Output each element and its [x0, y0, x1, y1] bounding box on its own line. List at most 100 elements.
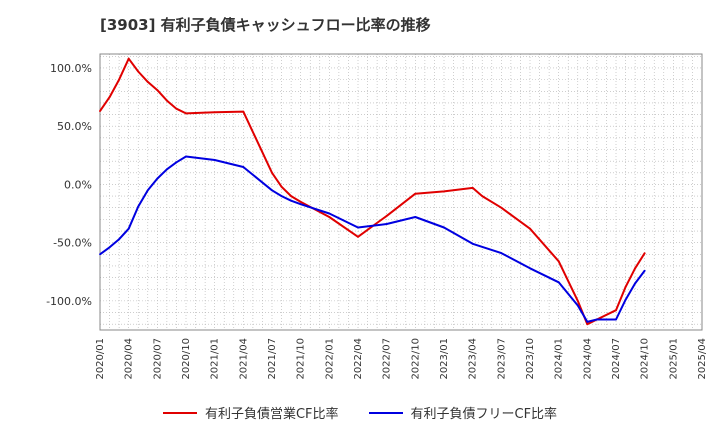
- x-tick-label: 2025/04: [697, 338, 708, 380]
- data-point: [137, 205, 140, 208]
- data-point: [481, 195, 484, 197]
- data-point: [586, 320, 589, 323]
- data-point: [137, 70, 140, 73]
- data-point: [290, 195, 293, 197]
- y-tick-label: 0.0%: [64, 178, 92, 191]
- data-point: [576, 304, 579, 307]
- data-point: [242, 166, 245, 168]
- x-tick-label: 2023/04: [468, 338, 479, 380]
- series-line-1: [99, 155, 646, 323]
- chart-title: [3903] 有利子負債キャッシュフロー比率の推移: [100, 16, 431, 34]
- legend-item-free-cf: 有利子負債フリーCF比率: [368, 403, 558, 422]
- data-point: [271, 171, 273, 174]
- data-point: [165, 99, 168, 102]
- data-point: [175, 161, 178, 164]
- legend-label-operating-cf: 有利子負債営業CF比率: [204, 407, 339, 422]
- data-point: [156, 177, 159, 180]
- data-point: [643, 269, 646, 272]
- x-tick-label: 2021/01: [210, 338, 221, 380]
- legend-swatch-red: [162, 411, 197, 414]
- data-point: [127, 227, 130, 230]
- data-point: [299, 200, 302, 203]
- x-tick-label: 2021/07: [267, 338, 278, 380]
- x-tick-label: 2023/10: [525, 338, 536, 380]
- data-point: [357, 226, 359, 229]
- x-tick-label: 2024/07: [611, 338, 622, 380]
- data-point: [328, 216, 331, 218]
- x-tick-label: 2020/04: [124, 338, 135, 380]
- x-tick-label: 2021/10: [296, 338, 307, 380]
- legend: 有利子負債営業CF比率 有利子負債フリーCF比率: [0, 403, 720, 422]
- data-point: [471, 242, 474, 245]
- x-tick-label: 2022/07: [382, 338, 393, 380]
- data-point: [385, 223, 388, 225]
- data-point: [643, 252, 646, 255]
- x-tick-label: 2020/01: [95, 338, 106, 380]
- data-point: [557, 260, 560, 263]
- plot-area-frame: [99, 53, 703, 331]
- data-point: [624, 298, 627, 301]
- legend-label-free-cf: 有利子負債フリーCF比率: [410, 407, 558, 422]
- data-point: [118, 238, 121, 241]
- data-point: [529, 267, 531, 270]
- data-point: [634, 282, 637, 285]
- data-point: [271, 189, 273, 192]
- data-point: [242, 110, 245, 113]
- y-tick-label: 50.0%: [57, 120, 92, 133]
- data-point: [615, 309, 617, 312]
- data-point: [586, 323, 589, 326]
- legend-swatch-blue: [368, 411, 403, 414]
- data-point: [634, 267, 637, 270]
- series-layer: [99, 57, 646, 326]
- x-tick-label: 2022/10: [410, 338, 421, 380]
- y-tick-label: -100.0%: [46, 295, 92, 308]
- y-tick-label: 100.0%: [50, 62, 92, 75]
- data-point: [595, 318, 598, 321]
- data-point: [443, 190, 445, 193]
- data-point: [185, 155, 187, 158]
- data-point: [213, 111, 216, 114]
- data-point: [99, 110, 101, 112]
- x-tick-label: 2024/01: [554, 338, 565, 380]
- data-point: [529, 227, 531, 230]
- x-tick-label: 2023/07: [496, 338, 507, 380]
- data-point: [414, 192, 417, 195]
- data-point: [108, 96, 111, 98]
- data-point: [118, 78, 121, 81]
- data-point: [576, 299, 579, 302]
- x-axis-ticks: 2020/01 2020/04 2020/07 2020/10 2021/01 2021/…: [95, 338, 708, 380]
- y-axis-ticks: 100.0% 50.0% 0.0% -50.0% -100.0%: [46, 62, 92, 308]
- data-point: [280, 195, 283, 197]
- data-point: [185, 112, 187, 115]
- data-point: [557, 281, 560, 284]
- data-point: [500, 206, 503, 209]
- data-point: [471, 187, 474, 189]
- series-line-0: [99, 57, 646, 326]
- data-point: [299, 203, 302, 206]
- x-tick-label: 2023/01: [439, 338, 450, 380]
- data-point: [280, 185, 283, 188]
- data-point: [156, 89, 159, 92]
- data-point: [615, 318, 617, 321]
- data-point: [290, 199, 293, 202]
- data-point: [146, 189, 149, 192]
- x-tick-label: 2022/01: [324, 338, 335, 380]
- legend-item-operating-cf: 有利子負債営業CF比率: [162, 403, 339, 422]
- x-tick-label: 2024/04: [582, 338, 593, 380]
- data-point: [385, 214, 388, 217]
- x-tick-label: 2020/10: [181, 338, 192, 380]
- data-point: [213, 159, 216, 161]
- data-point: [443, 226, 445, 229]
- data-point: [357, 235, 359, 238]
- data-point: [500, 252, 503, 255]
- x-tick-label: 2021/04: [238, 338, 249, 380]
- data-point: [414, 216, 417, 218]
- data-point: [165, 168, 168, 171]
- data-point: [146, 81, 149, 83]
- x-tick-label: 2024/10: [640, 338, 651, 380]
- x-tick-label: 2025/01: [668, 338, 679, 380]
- x-tick-label: 2022/04: [353, 338, 364, 380]
- data-point: [127, 57, 130, 60]
- grid: [99, 54, 703, 330]
